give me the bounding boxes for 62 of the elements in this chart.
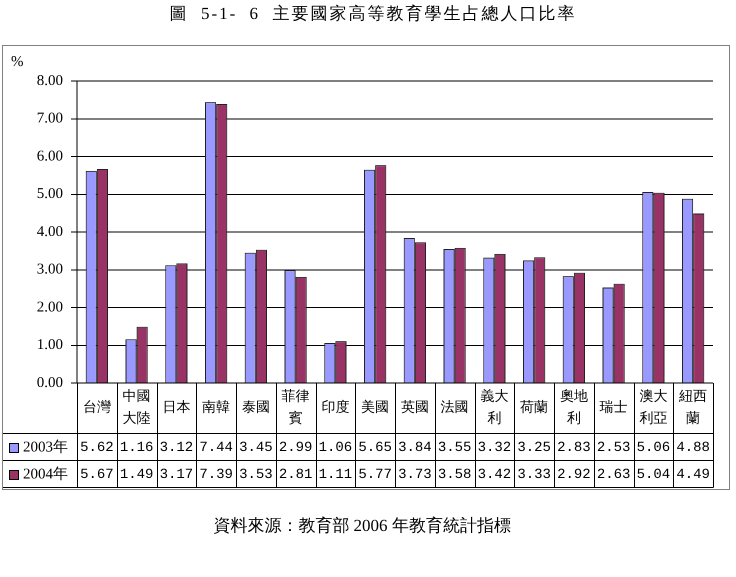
y-tick-label: 4.00 [36, 224, 63, 240]
y-tick-label: 8.00 [36, 72, 63, 89]
x-tick-label: 荷蘭 [520, 400, 548, 416]
data-label: 5.06 [636, 440, 670, 456]
data-label: 3.12 [160, 440, 194, 456]
x-tick-label: 台灣 [82, 400, 111, 416]
data-label: 4.49 [676, 467, 710, 484]
data-label: 1.06 [318, 440, 352, 456]
x-tick-label: 菲律賓 [282, 388, 310, 427]
legend-label: 2004年 [23, 465, 68, 482]
data-label: 2.83 [557, 440, 591, 456]
y-tick-label: 0.00 [36, 374, 63, 391]
x-tick-label: 泰國 [242, 400, 270, 416]
x-tick-label: 中國大陸 [122, 388, 151, 427]
x-tick-label: 法國 [440, 400, 469, 416]
x-tick-label: 義大利 [480, 388, 508, 427]
data-label: 2.99 [278, 440, 312, 456]
x-tick-label: 日本 [162, 400, 190, 416]
data-label: 7.44 [199, 440, 233, 456]
data-label: 1.16 [120, 440, 154, 456]
data-label: 3.73 [398, 467, 432, 484]
y-tick-label: 3.00 [36, 262, 63, 278]
data-label: 5.67 [80, 467, 114, 484]
data-label: 5.04 [636, 467, 670, 484]
legend-label: 2003年 [23, 438, 68, 456]
y-tick-label: 1.00 [36, 337, 63, 354]
y-tick-label: 7.00 [36, 110, 63, 127]
y-tick-label: 5.00 [36, 186, 63, 202]
data-label: 5.62 [80, 440, 114, 456]
data-label: 2.81 [278, 467, 312, 484]
y-axis-title: % [11, 54, 24, 70]
chart-title: 圖 5-1- 6 主要國家高等教育學生占總人口比率 [168, 3, 578, 25]
data-label: 3.25 [517, 440, 551, 456]
data-label: 3.58 [438, 467, 472, 484]
data-label: 1.11 [318, 467, 352, 484]
y-tick-label: 2.00 [36, 299, 63, 316]
data-label: 5.77 [358, 467, 392, 484]
data-label: 5.65 [358, 440, 392, 456]
data-label: 7.39 [199, 467, 233, 484]
data-label: 3.17 [160, 467, 194, 484]
data-label: 3.53 [239, 467, 273, 484]
data-label: 3.42 [478, 467, 512, 484]
x-tick-label: 澳大利亞 [639, 388, 668, 427]
data-label: 3.33 [517, 467, 551, 484]
data-label: 1.49 [120, 467, 154, 484]
x-tick-label: 紐西蘭 [678, 390, 708, 427]
source-note: 資料來源：教育部 2006 年教育統計指標 [212, 515, 512, 537]
data-label: 2.92 [557, 467, 591, 484]
data-label: 4.88 [676, 440, 710, 456]
data-label: 3.55 [438, 440, 472, 456]
data-label: 3.84 [398, 440, 432, 456]
data-label: 2.53 [596, 440, 630, 456]
x-tick-label: 美國 [361, 400, 390, 416]
x-tick-label: 印度 [321, 400, 350, 416]
y-tick-label: 6.00 [36, 148, 63, 164]
x-tick-label: 瑞士 [600, 400, 628, 416]
x-tick-label: 南韓 [202, 400, 230, 416]
x-tick-label: 奧地利 [560, 388, 588, 427]
data-label: 2.63 [596, 467, 630, 484]
data-label: 3.32 [478, 440, 512, 456]
data-label: 3.45 [239, 440, 273, 456]
x-tick-label: 英國 [400, 400, 429, 416]
